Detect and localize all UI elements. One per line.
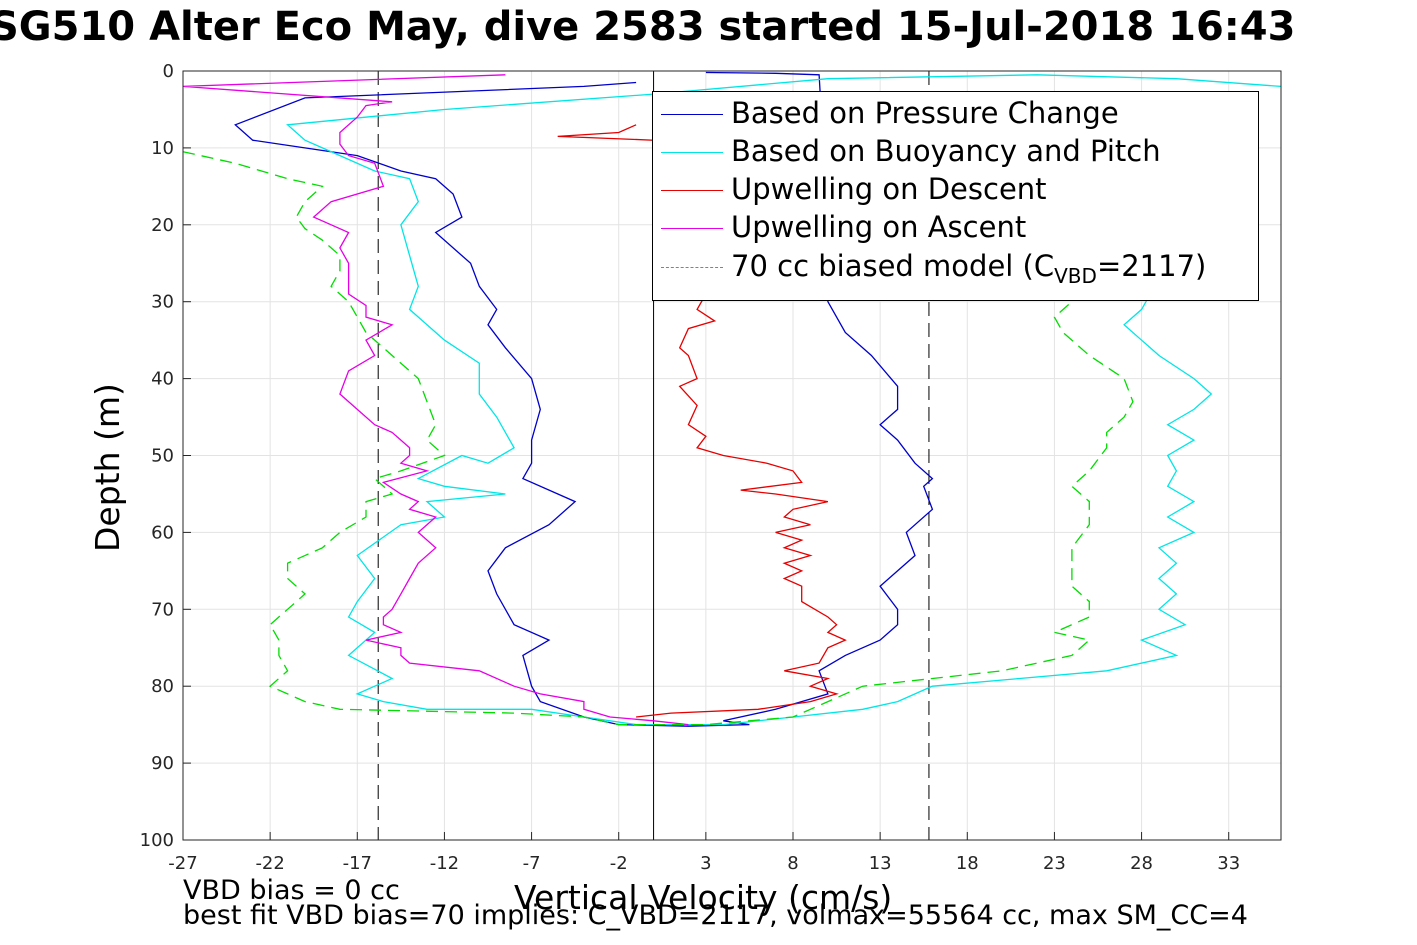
x-tick-label: -2 xyxy=(610,853,628,874)
legend-swatch xyxy=(661,267,723,268)
legend-label: Based on Buoyancy and Pitch xyxy=(731,134,1161,168)
legend-label: Based on Pressure Change xyxy=(731,96,1119,130)
x-tick-label: -27 xyxy=(168,853,197,874)
x-tick-label: -7 xyxy=(523,853,541,874)
legend-label-biased-model: 70 cc biased model (CVBD=2117) xyxy=(731,249,1207,288)
biased-model-line xyxy=(183,151,1134,726)
y-tick-label: 100 xyxy=(140,830,174,851)
legend-item-pressure-change: Based on Pressure Change xyxy=(653,96,1253,134)
y-tick-label: 10 xyxy=(151,138,174,159)
y-axis-label: Depth (m) xyxy=(88,383,127,552)
legend-swatch xyxy=(661,190,723,191)
y-axis-ticks: 0 10 20 30 40 50 60 70 80 90 100 xyxy=(140,61,191,851)
legend: Based on Pressure Change Based on Buoyan… xyxy=(652,91,1259,301)
vbd-bias-note: VBD bias = 0 cc xyxy=(183,875,400,906)
x-axis-label: Vertical Velocity (cm/s) xyxy=(514,878,893,917)
x-tick-label: 23 xyxy=(1043,853,1066,874)
y-tick-label: 80 xyxy=(151,676,174,697)
legend-swatch xyxy=(661,152,723,153)
y-tick-label: 0 xyxy=(163,61,174,82)
y-tick-label: 30 xyxy=(151,292,174,313)
y-tick-label: 50 xyxy=(151,446,174,467)
legend-swatch xyxy=(661,228,723,229)
legend-label: Upwelling on Descent xyxy=(731,172,1047,206)
upwelling-descent-line xyxy=(557,124,847,718)
x-tick-label: 3 xyxy=(700,853,711,874)
legend-swatch xyxy=(661,114,723,115)
x-tick-label: 13 xyxy=(869,853,892,874)
x-tick-label: -22 xyxy=(255,853,284,874)
upwelling-ascent-line xyxy=(183,74,689,726)
legend-label: Upwelling on Ascent xyxy=(731,210,1027,244)
legend-item-biased-model: 70 cc biased model (CVBD=2117) xyxy=(653,249,1253,288)
legend-item-upwelling-descent: Upwelling on Descent xyxy=(653,172,1253,210)
y-axis-label-wrap: Depth (m) xyxy=(88,383,128,752)
y-tick-label: 20 xyxy=(151,215,174,236)
best-fit-note: best fit VBD bias=70 implies: C_VBD=2117… xyxy=(183,900,1248,931)
data-series xyxy=(183,71,1281,727)
buoyancy-pitch-line xyxy=(286,74,1281,726)
chart-title: SG510 Alter Eco May, dive 2583 started 1… xyxy=(0,4,1417,56)
x-tick-label: 18 xyxy=(956,853,979,874)
x-tick-label: 8 xyxy=(787,853,798,874)
x-axis-ticks: -27 -22 -17 -12 -7 -2 3 8 13 18 23 28 33 xyxy=(168,832,1240,874)
y-tick-label: 70 xyxy=(151,599,174,620)
y-tick-label: 40 xyxy=(151,369,174,390)
legend-item-buoyancy-pitch: Based on Buoyancy and Pitch xyxy=(653,134,1253,172)
x-tick-label: -17 xyxy=(343,853,372,874)
x-tick-label: 33 xyxy=(1217,853,1240,874)
pressure-change-line xyxy=(234,71,934,727)
chart-title-text: SG510 Alter Eco May, dive 2583 started 1… xyxy=(0,4,1296,50)
y-tick-label: 60 xyxy=(151,522,174,543)
y-tick-label: 90 xyxy=(151,753,174,774)
x-tick-label: 28 xyxy=(1130,853,1153,874)
x-tick-label: -12 xyxy=(430,853,459,874)
legend-item-upwelling-ascent: Upwelling on Ascent xyxy=(653,210,1253,248)
